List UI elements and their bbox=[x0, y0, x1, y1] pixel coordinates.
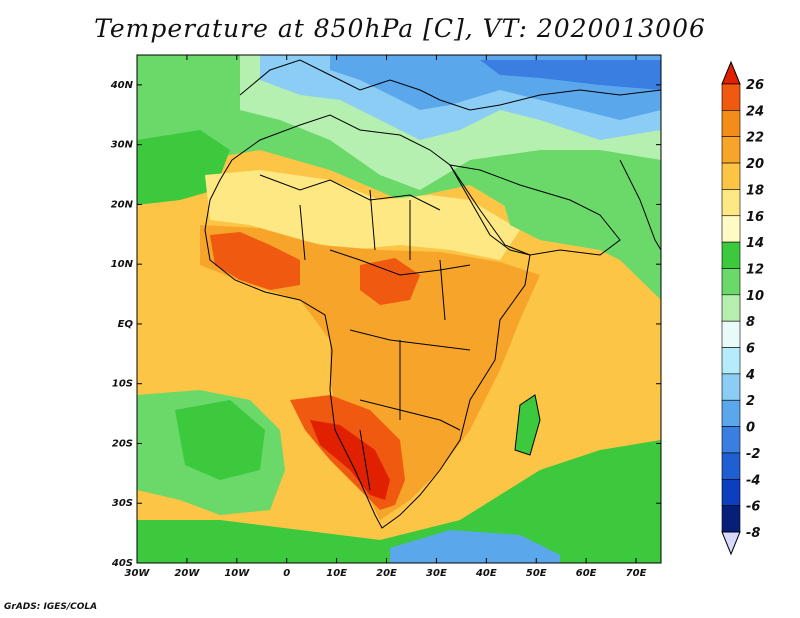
lon-label: 20E bbox=[376, 568, 397, 579]
field-central-africa-hot bbox=[360, 258, 420, 305]
colorbar-label: 22 bbox=[746, 131, 764, 146]
lon-label: 0 bbox=[283, 568, 290, 579]
lon-label: 60E bbox=[576, 568, 597, 579]
colorbar-box bbox=[721, 452, 741, 480]
colorbar-box bbox=[721, 268, 741, 296]
axis-ticks bbox=[136, 55, 661, 564]
lat-label: 10S bbox=[112, 379, 133, 390]
border-line bbox=[329, 249, 471, 276]
colorbar-box bbox=[721, 136, 741, 164]
colorbar-label: 8 bbox=[746, 315, 755, 330]
europe-coastline bbox=[239, 59, 662, 111]
colorbar-box bbox=[721, 347, 741, 375]
lat-label: EQ bbox=[118, 319, 134, 330]
border-line bbox=[349, 329, 471, 351]
border-line bbox=[259, 174, 441, 211]
colorbar-label: 6 bbox=[746, 342, 755, 357]
lon-label: 70E bbox=[626, 568, 647, 579]
colorbar-box bbox=[721, 294, 741, 322]
colorbar-label: -6 bbox=[746, 500, 760, 515]
border-line bbox=[299, 189, 446, 491]
latitude-labels: 40N 30N 20N 10N EQ 10S 20S 30S 40S bbox=[110, 80, 134, 569]
colorbar-bottom-arrow bbox=[721, 531, 741, 556]
colorbar-label: 14 bbox=[746, 236, 764, 251]
colorbar-box bbox=[721, 320, 741, 348]
africa-coastline bbox=[204, 114, 531, 529]
map-frame bbox=[136, 54, 662, 564]
colorbar-label: 26 bbox=[746, 78, 764, 93]
colorbar-box bbox=[721, 478, 741, 506]
colorbar-label: -4 bbox=[746, 473, 760, 488]
colorbar-label: 10 bbox=[746, 289, 764, 304]
lat-label: 40N bbox=[110, 80, 134, 91]
lat-label: 10N bbox=[111, 259, 134, 270]
colorbar-box bbox=[721, 83, 741, 111]
colorbar-top-arrow bbox=[721, 60, 741, 85]
field-africa-orange bbox=[200, 225, 540, 520]
colorbar-label: -8 bbox=[746, 526, 760, 541]
field-arabia-green bbox=[500, 185, 620, 250]
lat-label: 40S bbox=[111, 558, 133, 569]
lat-label: 30N bbox=[111, 140, 134, 151]
field-south-green bbox=[137, 440, 661, 563]
border-line bbox=[359, 399, 461, 431]
colorbar-box bbox=[721, 241, 741, 269]
colorbar-label: 12 bbox=[746, 262, 764, 277]
colorbar-label: 4 bbox=[745, 368, 755, 383]
lon-label: 10E bbox=[326, 568, 347, 579]
colorbar-label: 2 bbox=[746, 394, 755, 409]
colorbar-label: 16 bbox=[746, 210, 764, 225]
longitude-labels: 30W 20W 10W 0 10E 20E 30E 40E 50E 60E 70E bbox=[125, 568, 647, 579]
colorbar-box bbox=[721, 110, 741, 138]
lon-label: 10W bbox=[224, 568, 250, 579]
colorbar-label: 20 bbox=[746, 157, 764, 172]
coastlines bbox=[204, 59, 662, 529]
colorbar-box bbox=[721, 162, 741, 190]
lon-label: 20W bbox=[174, 568, 200, 579]
colorbar-box bbox=[721, 505, 741, 533]
colorbar bbox=[721, 60, 741, 556]
field-south-blue bbox=[390, 530, 560, 563]
lon-label: 30W bbox=[125, 568, 151, 579]
field-sahara-mild bbox=[205, 170, 520, 260]
madagascar-coastline bbox=[514, 394, 541, 456]
colorbar-box bbox=[721, 189, 741, 217]
map-title: Temperature at 850hPa [C], VT: 202001300… bbox=[94, 14, 706, 43]
field-west-africa-hot bbox=[210, 232, 300, 290]
footer-credit: GrADS: IGES/COLA bbox=[4, 602, 98, 612]
field-madagascar bbox=[515, 395, 540, 455]
lat-label: 20S bbox=[112, 438, 133, 449]
colorbar-box bbox=[721, 373, 741, 401]
field-south-atlantic-green2 bbox=[175, 400, 265, 480]
colorbar-label: -2 bbox=[746, 447, 760, 462]
field-north-blue-deep bbox=[480, 60, 661, 90]
lat-label: 30S bbox=[112, 498, 133, 509]
colorbar-box bbox=[721, 426, 741, 454]
colorbar-box bbox=[721, 399, 741, 427]
field-indian-ocean-mild bbox=[520, 310, 661, 440]
colorbar-box bbox=[721, 215, 741, 243]
lon-label: 50E bbox=[526, 568, 547, 579]
colorbar-label: 0 bbox=[746, 421, 755, 436]
lat-label: 20N bbox=[111, 199, 134, 210]
lon-label: 30E bbox=[426, 568, 447, 579]
colorbar-label: 18 bbox=[746, 183, 764, 198]
map-field bbox=[137, 55, 661, 563]
lon-label: 40E bbox=[475, 568, 497, 579]
arabia-coastline bbox=[448, 164, 621, 256]
colorbar-label: 24 bbox=[746, 104, 764, 119]
india-coastline bbox=[619, 159, 662, 251]
